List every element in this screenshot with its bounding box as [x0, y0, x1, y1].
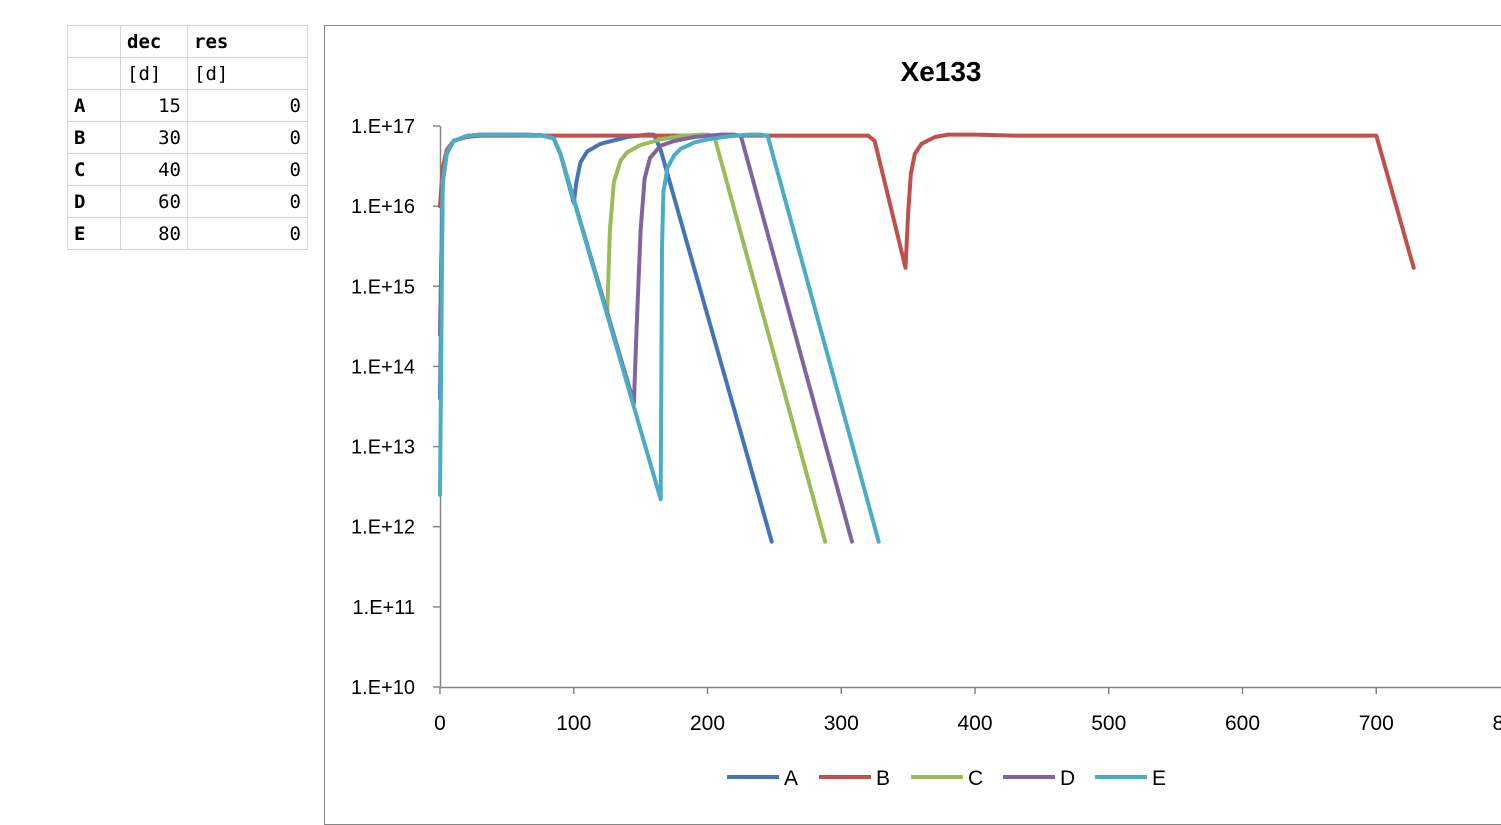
y-tick-label: 1.E+12 [351, 517, 415, 539]
legend-label: B [876, 767, 890, 790]
y-tick-label: 1.E+15 [351, 276, 415, 298]
dec-cell[interactable]: 30 [120, 121, 188, 154]
series-line-a [438, 132, 774, 544]
y-axis-ticks: 1.E+10 1.E+11 1.E+12 1.E+13 1.E+14 1.E+15 1.E+… [351, 116, 440, 699]
series-line-e [438, 132, 881, 544]
y-tick-label: 1.E+13 [351, 437, 415, 459]
x-tick-label: 700 [1359, 712, 1394, 735]
res-cell[interactable]: 0 [187, 153, 308, 186]
table-unit-cell[interactable]: [d] [120, 57, 188, 90]
table-unit-cell[interactable] [67, 57, 121, 90]
res-cell[interactable]: 0 [187, 217, 308, 250]
x-tick-label: 200 [690, 712, 725, 735]
y-tick-label: 1.E+10 [351, 677, 415, 699]
table-row: E 80 0 [67, 217, 308, 250]
legend: A B C D E [727, 767, 1166, 790]
table-row: B 30 0 [67, 121, 308, 154]
x-tick-label: 800 [1492, 712, 1501, 735]
table-unit-row: [d] [d] [67, 57, 308, 90]
series-line-d [438, 132, 854, 544]
plot-series [438, 132, 1416, 544]
dec-cell[interactable]: 80 [120, 217, 188, 250]
row-label-cell[interactable]: E [67, 217, 121, 250]
row-label-cell[interactable]: B [67, 121, 121, 154]
legend-label: A [784, 767, 798, 790]
res-cell[interactable]: 0 [187, 89, 308, 122]
y-tick-label: 1.E+17 [351, 116, 415, 138]
x-tick-label: 100 [556, 712, 591, 735]
legend-label: C [968, 767, 983, 790]
table-row: A 15 0 [67, 89, 308, 122]
x-tick-label: 600 [1225, 712, 1260, 735]
x-tick-label: 0 [434, 712, 446, 735]
y-tick-label: 1.E+16 [351, 196, 415, 218]
legend-label: E [1152, 767, 1166, 790]
x-tick-label: 300 [824, 712, 859, 735]
res-cell[interactable]: 0 [187, 185, 308, 218]
chart-title: Xe133 [901, 56, 982, 87]
x-tick-label: 500 [1091, 712, 1126, 735]
legend-label: D [1060, 767, 1075, 790]
table-row: C 40 0 [67, 153, 308, 186]
dec-cell[interactable]: 40 [120, 153, 188, 186]
x-axis-ticks: 0 100 200 300 400 500 600 700 800 [434, 687, 1501, 735]
row-label-cell[interactable]: D [67, 185, 121, 218]
data-table: dec res [d] [d] A 15 0 B 30 0 C 40 0 D 6… [67, 25, 308, 250]
x-tick-label: 400 [957, 712, 992, 735]
series-line-c [438, 132, 828, 544]
y-tick-label: 1.E+14 [351, 356, 415, 378]
y-tick-label: 1.E+11 [353, 597, 415, 619]
table-unit-cell[interactable]: [d] [187, 57, 308, 90]
